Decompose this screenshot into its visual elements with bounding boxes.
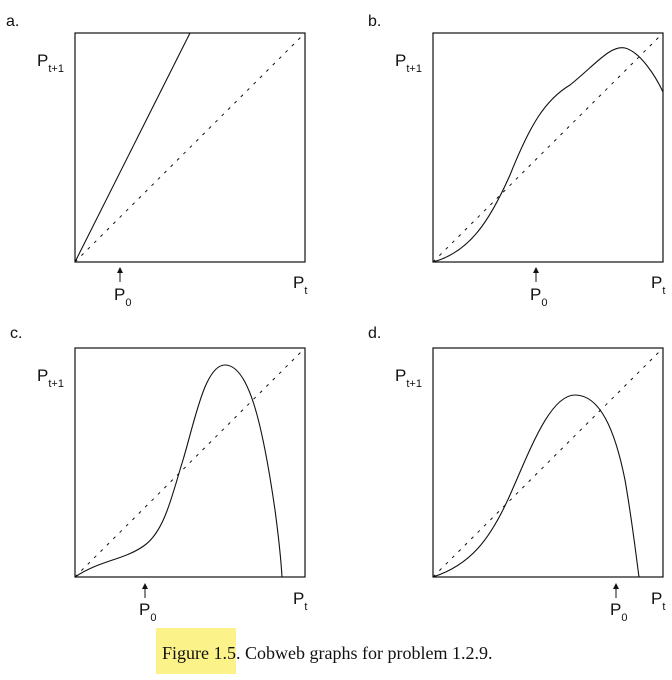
panel-c: c. Pt+1 Pt P0 [10,325,307,624]
panel-d: d. Pt+1 Pt P0 [368,325,665,624]
p0-marker-d [613,583,619,598]
p0-label-d: P0 [610,600,627,624]
y-axis-label-a: Pt+1 [37,51,64,75]
y-axis-label-b: Pt+1 [395,51,422,75]
map-curve-c [74,364,283,578]
caption-prefix: Figure 1. [162,643,227,663]
caption-highlight-end: 5 [227,628,236,674]
map-curve-b [432,47,664,263]
diagonal-line-d [432,347,664,578]
x-axis-label-c: Pt [293,589,307,613]
diagonal-line-b [432,32,664,263]
plot-frame-b [432,32,664,263]
y-axis-label-d: Pt+1 [395,366,422,390]
x-axis-label-b: Pt [651,273,665,297]
panel-label-b: b. [368,13,381,30]
y-axis-label-c: Pt+1 [37,366,64,390]
caption-highlight: Figure 1. [156,628,227,674]
caption-text: . Cobweb graphs for problem 1.2.9. [236,643,493,663]
panel-label-d: d. [368,325,381,342]
map-curve-a [74,32,191,263]
plot-frame-d [432,347,664,578]
p0-marker-b [533,267,539,282]
diagonal-line-a [74,32,306,263]
panel-label-c: c. [10,325,22,342]
panel-b: b. Pt+1 Pt P0 [368,13,665,309]
diagonal-line-c [74,347,306,578]
x-axis-label-a: Pt [293,273,307,297]
x-axis-label-d: Pt [651,589,665,613]
map-curve-d [432,394,640,578]
panel-label-a: a. [6,13,19,30]
p0-marker-a [117,267,123,282]
panel-a: a. Pt+1 Pt P0 [6,13,307,309]
p0-label-c: P0 [139,600,156,624]
p0-label-b: P0 [530,285,547,309]
p0-label-a: P0 [114,285,131,309]
p0-marker-c [142,583,148,598]
plot-frame-c [74,347,306,578]
